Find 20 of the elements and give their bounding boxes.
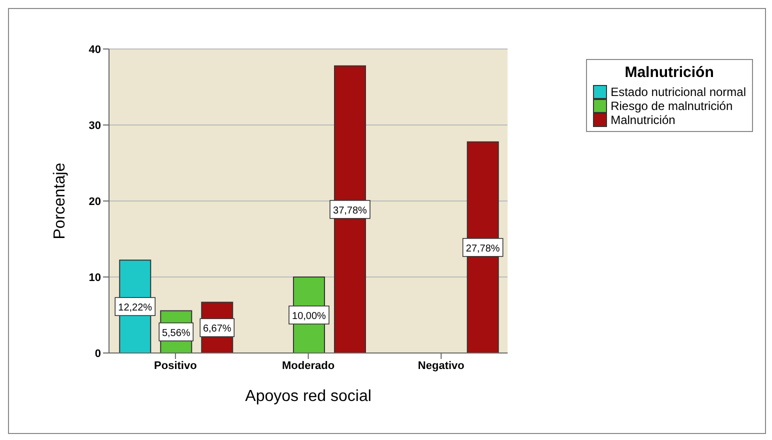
data-label: 12,22% <box>118 302 152 314</box>
x-tick-label: Negativo <box>418 360 465 372</box>
data-label: 6,67% <box>202 324 232 335</box>
y-tick-label: 40 <box>88 44 101 56</box>
data-label: 5,56% <box>162 328 190 339</box>
y-tick-label: 0 <box>94 348 101 360</box>
legend-label: Riesgo de malnutrición <box>610 99 733 113</box>
legend-label: Malnutrición <box>610 113 676 127</box>
legend-label: Estado nutricional normal <box>610 85 746 99</box>
y-tick-label: 20 <box>88 196 101 208</box>
data-label: 10,00% <box>292 311 326 322</box>
data-label: 27,78% <box>466 243 500 254</box>
x-tick-label: Moderado <box>282 360 335 372</box>
x-tick-label: Positivo <box>154 360 198 372</box>
x-axis-title: Apoyos red social <box>245 388 372 405</box>
legend-title: Malnutrición <box>624 64 715 81</box>
y-tick-label: 10 <box>88 272 101 284</box>
y-axis-title: Porcentaje <box>52 162 69 240</box>
y-tick-label: 30 <box>88 120 101 132</box>
data-label: 37,78% <box>333 205 368 216</box>
